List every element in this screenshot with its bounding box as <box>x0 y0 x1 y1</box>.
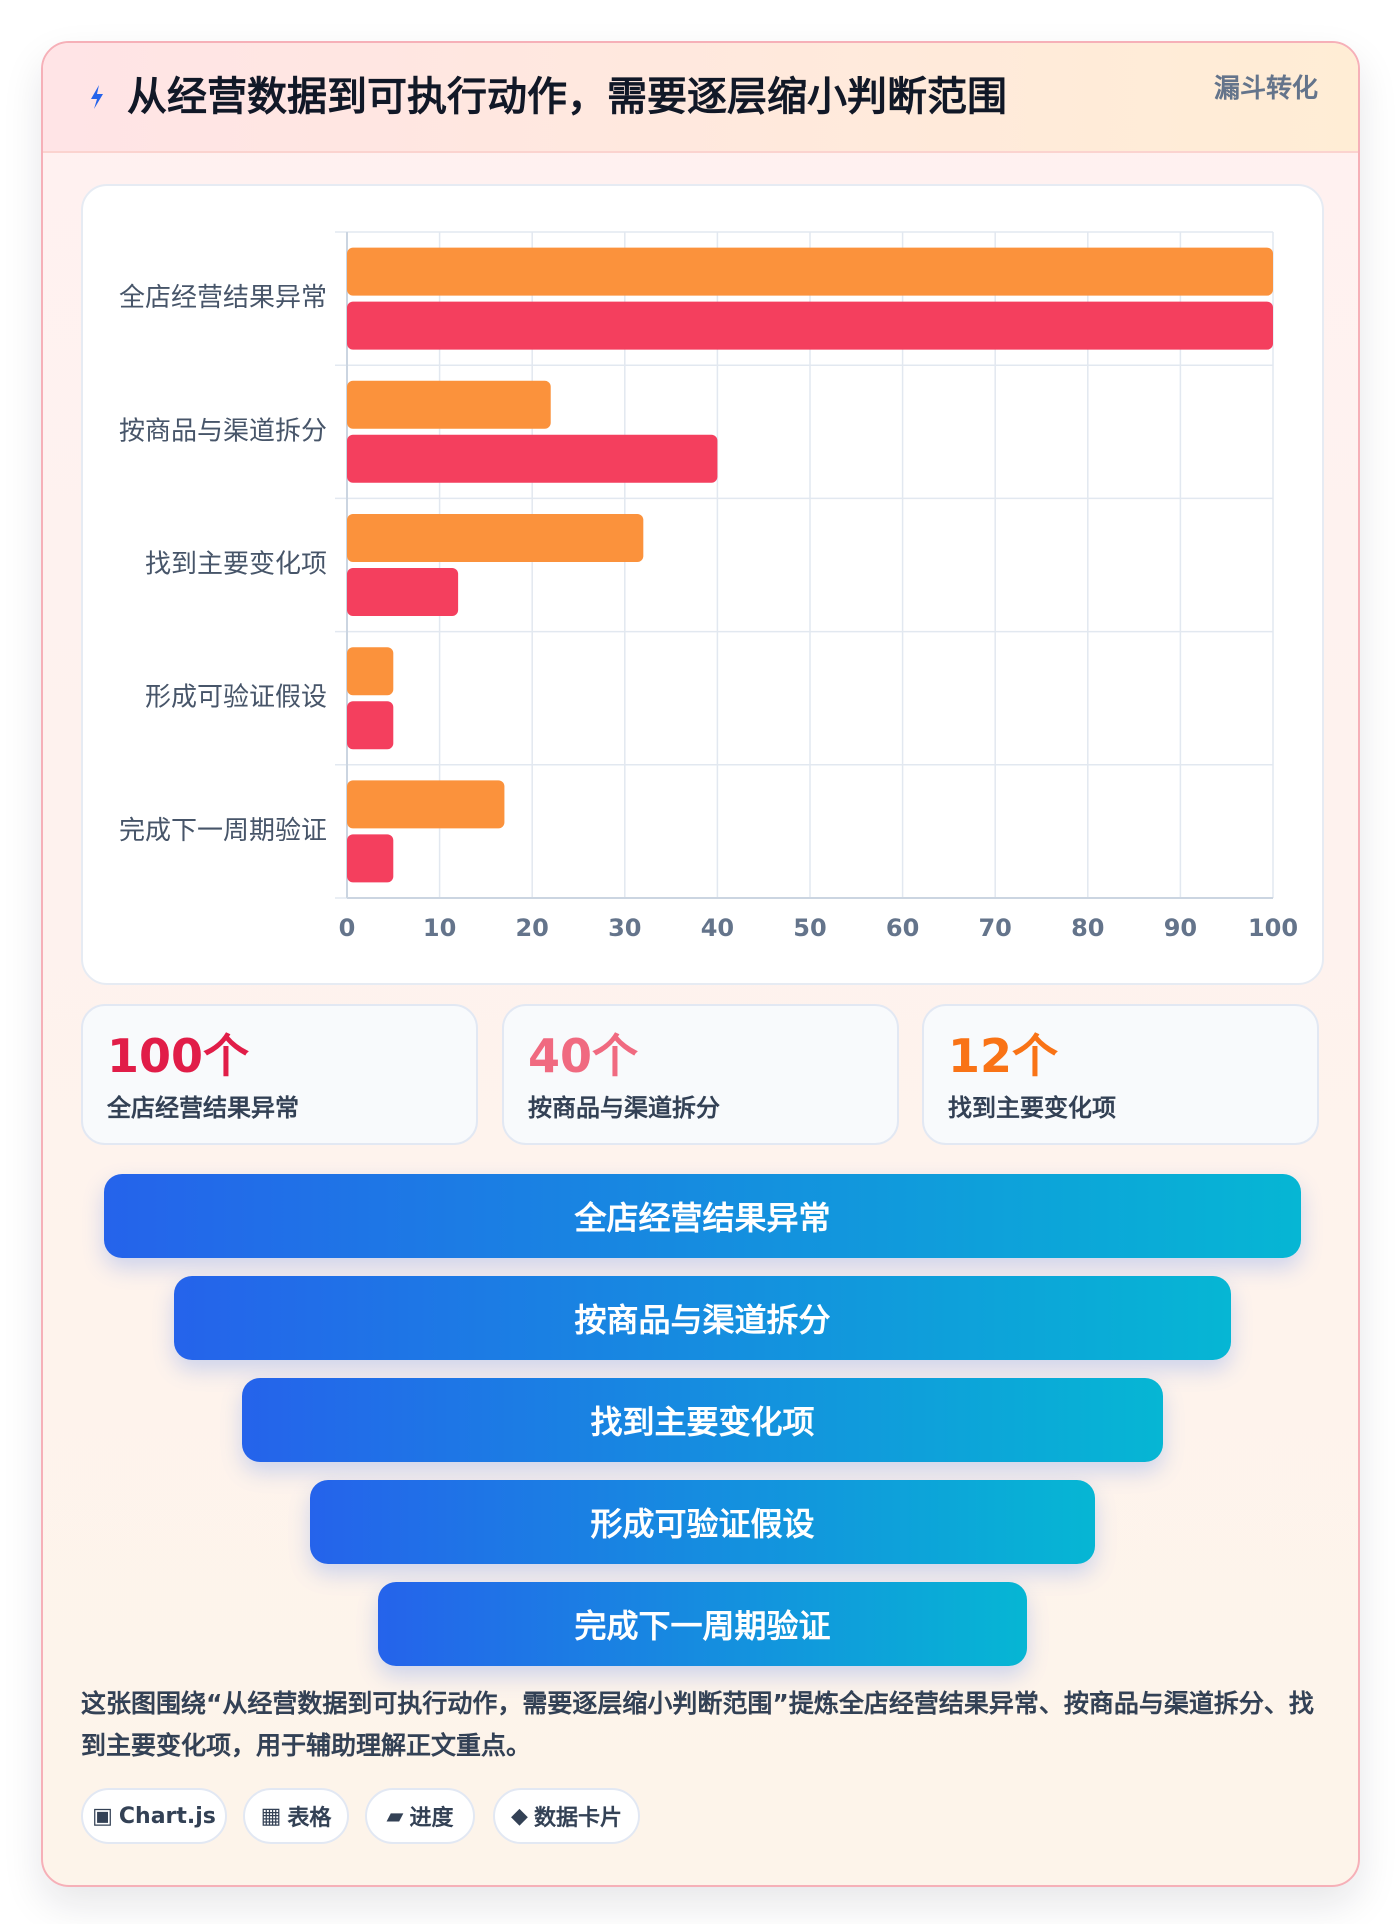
bar-series2 <box>347 568 459 616</box>
funnel-stage-3: 找到主要变化项 <box>242 1378 1163 1462</box>
diamond-icon: ◆ <box>511 1803 528 1829</box>
bar-series2 <box>347 701 394 750</box>
x-tick-label: 30 <box>608 914 641 942</box>
chart-icon: ▣ <box>92 1803 113 1829</box>
category-badge: 漏斗转化 <box>1213 74 1318 104</box>
funnel-stage-5: 完成下一周期验证 <box>378 1582 1027 1666</box>
funnel-stage-2: 按商品与渠道拆分 <box>174 1276 1231 1360</box>
page-title: 从经营数据到可执行动作，需要逐层缩小判断范围 <box>127 74 1007 120</box>
x-tick-label: 60 <box>886 914 919 942</box>
tag-label: 进度 <box>409 1806 454 1831</box>
stat-card-3: 12个 找到主要变化项 <box>922 1004 1319 1145</box>
tag-progress[interactable]: ▰ 进度 <box>365 1788 475 1844</box>
stat-value: 12个 <box>948 1029 1059 1083</box>
table-icon: ▦ <box>260 1803 282 1829</box>
category-label: 形成可验证假设 <box>145 683 327 713</box>
summary-text: 这张图围绕“从经营数据到可执行动作，需要逐层缩小判断范围”提炼全店经营结果异常、… <box>81 1689 1314 1760</box>
bar-series1 <box>347 780 505 829</box>
bar-series2 <box>347 834 394 883</box>
progress-icon: ▰ <box>386 1803 404 1829</box>
bar-series2 <box>347 301 1273 350</box>
category-label: 按商品与渠道拆分 <box>119 416 327 446</box>
x-tick-label: 40 <box>701 914 734 942</box>
bar-series1 <box>347 514 644 562</box>
stat-label: 全店经营结果异常 <box>107 1094 299 1122</box>
x-tick-label: 50 <box>793 914 826 942</box>
x-tick-label: 0 <box>339 914 356 942</box>
category-label: 找到主要变化项 <box>145 550 327 580</box>
bar-series1 <box>347 647 394 696</box>
chart-panel: 全店经营结果异常 按商品与渠道拆分找到主要变化项 形成可验证假设完成下一周期验证 0 1… <box>81 184 1324 985</box>
stat-value: 40个 <box>528 1029 639 1083</box>
x-tick-label: 80 <box>1071 914 1104 942</box>
category-label: 完成下一周期验证 <box>119 816 327 846</box>
stat-card-2: 40个 按商品与渠道拆分 <box>502 1004 899 1145</box>
stat-label: 找到主要变化项 <box>948 1094 1116 1122</box>
lightning-icon <box>83 79 111 115</box>
stat-card-1: 100个 全店经营结果异常 <box>81 1004 478 1145</box>
funnel-stage-1: 全店经营结果异常 <box>104 1174 1301 1258</box>
tag-table[interactable]: ▦ 表格 <box>243 1788 349 1844</box>
tag-label: 表格 <box>287 1806 332 1831</box>
tag-chartjs[interactable]: ▣ Chart.js <box>81 1788 227 1844</box>
x-tick-label: 20 <box>515 914 548 942</box>
report-card: 从经营数据到可执行动作，需要逐层缩小判断范围 漏斗转化 全店经营结果异常 按商品与… <box>41 41 1360 1887</box>
tag-label: Chart.js <box>118 1803 216 1829</box>
card-header: 从经营数据到可执行动作，需要逐层缩小判断范围 漏斗转化 <box>43 43 1358 153</box>
tag-data-card[interactable]: ◆ 数据卡片 <box>493 1788 640 1844</box>
tag-label: 数据卡片 <box>533 1806 622 1831</box>
stat-label: 按商品与渠道拆分 <box>528 1094 720 1122</box>
category-label: 全店经营结果异常 <box>119 283 327 313</box>
funnel-stage-4: 形成可验证假设 <box>310 1480 1095 1564</box>
x-tick-label: 70 <box>978 914 1011 942</box>
bar-series1 <box>347 247 1273 296</box>
stat-value: 100个 <box>107 1029 250 1083</box>
bar-series2 <box>347 434 718 483</box>
x-tick-label: 90 <box>1164 914 1197 942</box>
x-tick-label: 10 <box>423 914 456 942</box>
x-tick-label: 100 <box>1248 914 1298 942</box>
bar-series1 <box>347 380 551 429</box>
